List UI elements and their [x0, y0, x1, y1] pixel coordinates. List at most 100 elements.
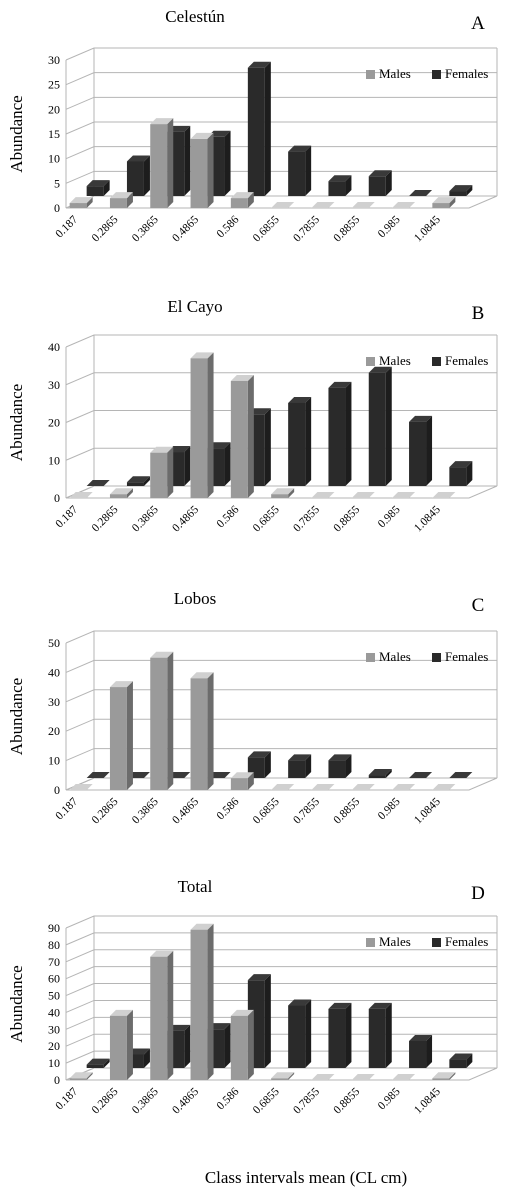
y-axis-label: Abundance [7, 678, 26, 755]
bar-males-5-side [288, 1072, 295, 1080]
chart-title: Total [178, 877, 213, 896]
bar-males-0-top [69, 1072, 93, 1079]
bar-females-9-side [466, 1053, 473, 1068]
x-tick-label: 0.7855 [291, 503, 322, 534]
gridline [65, 659, 497, 673]
bar-males-2-top [150, 446, 174, 453]
bar-males-3-side [207, 672, 214, 790]
x-tick-label: 1.0845 [412, 1085, 443, 1116]
x-tick-label: 0.3865 [130, 503, 161, 534]
x-tick-label: 0.6855 [251, 795, 282, 826]
x-tick-label: 0.586 [215, 503, 242, 530]
y-tick-label: 15 [48, 127, 60, 141]
y-tick-label: 20 [48, 416, 60, 430]
bar-females-3-side [224, 442, 231, 486]
bar-females-3-side [224, 130, 231, 196]
y-tick-label: 5 [54, 176, 60, 190]
y-tick-label: 30 [48, 378, 60, 392]
chart-panel-b: 0 10 20 30 40 0.187 0.2865 0.3865 0.4865 0.586 0.6… [7, 297, 498, 534]
bar-males-4-top [230, 374, 254, 381]
bar-females-5-front [288, 760, 306, 778]
x-tick-label: 0.187 [53, 795, 80, 822]
bar-females-7-top [368, 1002, 392, 1009]
bar-females-7-side [385, 769, 392, 778]
x-tick-label: 0.3865 [130, 1085, 161, 1116]
bar-females-5-side [305, 145, 312, 196]
x-tick-label: 0.4865 [170, 213, 201, 244]
bar-males-8-top [392, 202, 416, 208]
bar-females-6-side [345, 381, 352, 486]
panel-letter: D [471, 883, 485, 904]
legend-label-females: Females [445, 353, 488, 368]
bar-males-1-front [109, 198, 127, 208]
x-tick-label: 0.586 [215, 795, 242, 822]
panel-letter: B [472, 303, 485, 324]
y-axis-label: Abundance [7, 95, 26, 172]
bar-females-4-top [247, 974, 271, 981]
bar-females-7-front [368, 775, 386, 778]
bar-females-8-front [409, 421, 427, 486]
legend-swatch-males [366, 357, 375, 366]
bar-females-6-front [328, 1008, 346, 1068]
bar-males-2-front [150, 124, 168, 208]
gridline [65, 334, 497, 348]
bar-females-4-side [264, 974, 271, 1068]
bar-females-0-top [86, 1058, 110, 1065]
bar-males-0-side [86, 1072, 93, 1080]
bar-females-6-top [328, 175, 352, 182]
x-tick-label: 0.985 [376, 213, 403, 240]
bar-females-1-front [126, 161, 144, 196]
x-tick-label: 0.2865 [90, 503, 121, 534]
bar-females-0-front [86, 1064, 104, 1068]
bar-females-6-front [328, 181, 346, 196]
legend-swatch-females [432, 357, 441, 366]
bar-females-6-front [328, 387, 346, 486]
bar-males-4-top [230, 772, 254, 779]
bar-males-6-top [311, 202, 335, 208]
bar-females-5-front [288, 402, 306, 486]
bar-males-9-top [432, 1072, 456, 1079]
bar-females-7-top [368, 366, 392, 373]
y-tick-label: 30 [48, 53, 60, 67]
x-tick-label: 0.7855 [291, 795, 322, 826]
bar-males-3-front [190, 138, 208, 208]
bar-males-4-top [230, 1009, 254, 1016]
bar-females-2-side [184, 1024, 191, 1068]
bar-females-8-side [426, 1034, 433, 1068]
bar-females-5-front [288, 1005, 306, 1068]
x-tick-label: 0.985 [376, 1085, 403, 1112]
bar-males-2-top [150, 950, 174, 957]
bar-females-5-top [288, 999, 312, 1006]
bar-males-3-top [190, 132, 214, 139]
y-tick-label: 40 [48, 1005, 60, 1019]
bar-males-4-front [230, 198, 248, 208]
bar-females-5-side [305, 999, 312, 1068]
bar-females-2-side [184, 125, 191, 196]
bar-females-0-side [103, 180, 110, 196]
x-tick-label: 0.2865 [90, 795, 121, 826]
y-tick-label: 50 [48, 989, 60, 1003]
bar-males-9-top [432, 784, 456, 790]
y-tick-label: 40 [48, 665, 60, 679]
bar-males-3-front [190, 358, 208, 498]
y-tick-label: 10 [48, 453, 60, 467]
legend-label-females: Females [445, 649, 488, 664]
y-tick-label: 0 [54, 1073, 60, 1087]
legend-label-males: Males [379, 934, 411, 949]
bar-females-6-top [328, 381, 352, 388]
legend-label-females: Females [445, 66, 488, 81]
bar-males-2-side [167, 446, 174, 498]
bar-males-0-top [69, 784, 93, 790]
bar-females-4-side [264, 408, 271, 486]
bar-females-9-front [449, 467, 467, 486]
bar-males-6-top [311, 784, 335, 790]
bar-males-1-side [126, 681, 133, 790]
bar-females-5-top [288, 396, 312, 403]
bar-females-1-top [126, 155, 150, 162]
legend-label-males: Males [379, 353, 411, 368]
y-tick-label: 20 [48, 102, 60, 116]
y-tick-label: 10 [48, 1056, 60, 1070]
y-tick-label: 10 [48, 754, 60, 768]
bar-females-4-side [264, 61, 271, 196]
bar-males-3-top [190, 352, 214, 359]
